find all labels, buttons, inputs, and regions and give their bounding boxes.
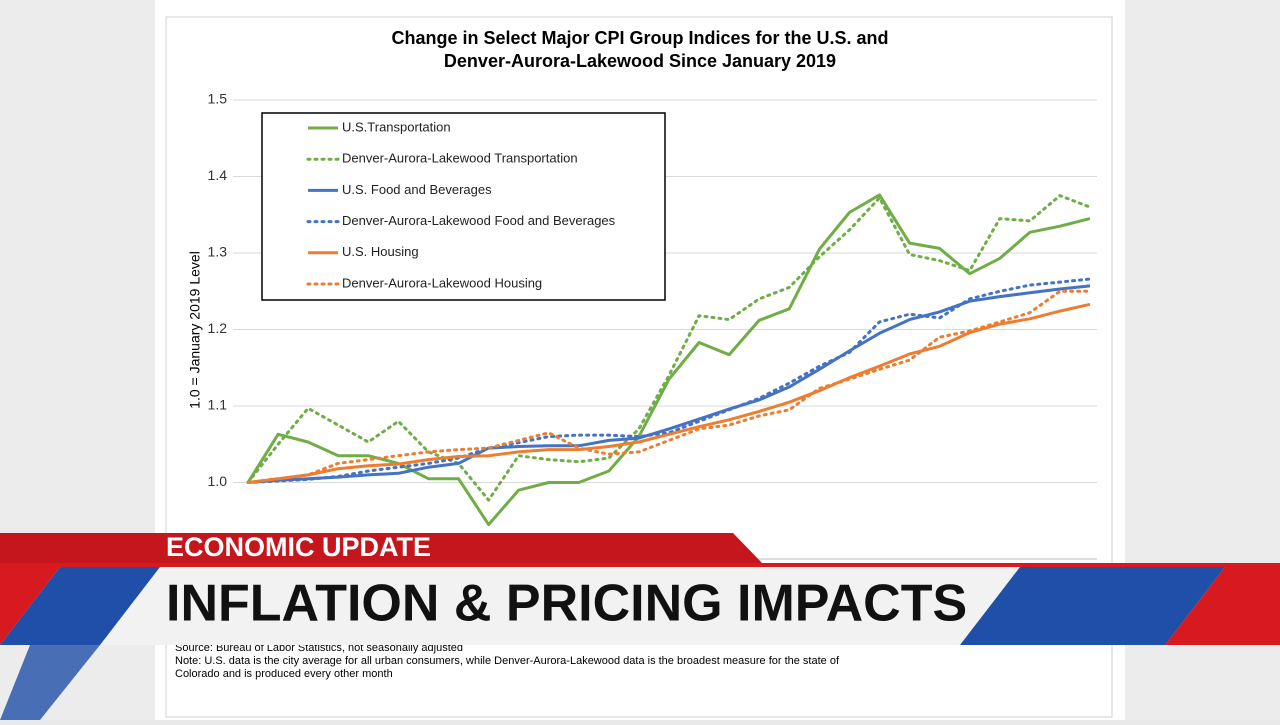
legend: U.S.Transportation Denver-Aurora-Lakewood… [306, 119, 616, 290]
y-tick-label: 1.4 [208, 167, 228, 183]
series-line [247, 302, 1091, 484]
y-tick-label: 1.5 [208, 91, 228, 107]
chart-frame [165, 16, 1113, 718]
chart-title: Denver-Aurora-Lakewood Since January 201… [444, 51, 836, 71]
stripe [0, 567, 60, 645]
y-tick-label: 1.1 [208, 397, 228, 413]
banner-headline: INFLATION & PRICING IMPACTS [166, 575, 967, 633]
chart-title: Change in Select Major CPI Group Indices… [391, 28, 888, 48]
legend-label: U.S.Transportation [342, 119, 451, 134]
legend-box [261, 112, 666, 301]
y-axis-label: 1.0 = January 2019 Level [187, 251, 203, 409]
legend-label: Denver-Aurora-Lakewood Transportation [342, 151, 578, 166]
series-line [246, 194, 1092, 502]
banner-kicker: ECONOMIC UPDATE [166, 532, 431, 562]
stripe [1165, 567, 1280, 645]
series-line [246, 193, 1091, 527]
y-tick-label: 1.3 [208, 244, 228, 260]
stripe [0, 645, 100, 720]
stripe [0, 567, 160, 645]
y-tick-label: 1.2 [208, 320, 228, 336]
stripe [960, 567, 1225, 645]
series-line [247, 284, 1091, 484]
legend-label: U.S. Housing [342, 244, 419, 259]
legend-label: Denver-Aurora-Lakewood Food and Beverage… [342, 213, 616, 228]
kicker-bar [0, 533, 762, 563]
legend-label: Denver-Aurora-Lakewood Housing [342, 275, 542, 290]
legend-label: U.S. Food and Beverages [342, 182, 492, 197]
source-note: Note: U.S. data is the city average for … [175, 655, 840, 667]
series-line [246, 289, 1092, 484]
y-tick-label: 1.0 [208, 473, 228, 489]
source-note: Colorado and is produced every other mon… [175, 668, 393, 680]
banner-rule [0, 563, 1280, 567]
